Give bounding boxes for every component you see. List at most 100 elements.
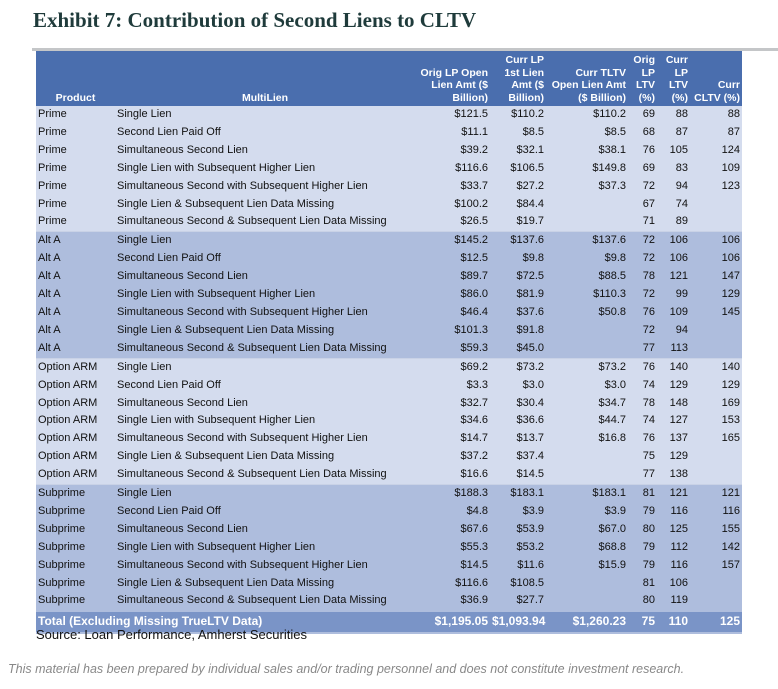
cell-curr-lp-1st-lien-amt: $137.6 [490,231,546,251]
cell-orig-lp-open-lien-amt: $89.7 [415,268,490,287]
cell-product: Alt A [36,250,115,269]
cell-product: Alt A [36,231,115,251]
cell-curr-cltv: 123 [690,177,742,196]
cell-curr-lp-ltv: 137 [657,430,690,449]
cell-curr-lp-ltv: 112 [657,538,690,557]
cltv-table: Product MultiLien Orig LP Open Lien Amt … [36,51,742,635]
cell-product: Option ARM [36,376,115,395]
header-curr-lp-1st-lien-amt: Curr LP 1st Lien Amt ($ Billion) [490,51,546,106]
cell-curr-lp-1st-lien-amt: $53.2 [490,538,546,557]
cell-multilien: Second Lien Paid Off [115,502,415,521]
cell-curr-lp-1st-lien-amt: $37.4 [490,448,546,467]
cell-multilien: Single Lien [115,484,415,503]
table-row: Option ARM Single Lien & Subsequent Lien … [36,448,742,467]
cell-orig-lp-open-lien-amt: $145.2 [415,231,490,251]
cell-curr-lp-ltv: 88 [657,106,690,124]
cell-orig-lp-ltv: 80 [628,520,657,539]
cell-multilien: Simultaneous Second Lien [115,394,415,413]
cell-curr-lp-1st-lien-amt: $8.5 [490,123,546,142]
cell-curr-cltv [690,574,742,593]
cell-curr-tltv-open-lien-amt: $8.5 [546,123,628,142]
cell-orig-lp-ltv: 72 [628,231,657,251]
cell-product: Prime [36,141,115,160]
header-product: Product [36,51,115,106]
cell-curr-lp-ltv: 89 [657,213,690,232]
cell-orig-lp-ltv: 72 [628,321,657,340]
cell-orig-lp-ltv: 77 [628,339,657,359]
cell-multilien: Single Lien with Subsequent Higher Lien [115,412,415,431]
cell-curr-lp-ltv: 106 [657,231,690,251]
cell-multilien: Simultaneous Second Lien [115,268,415,287]
cell-curr-lp-1st-lien-amt: $81.9 [490,286,546,304]
cell-multilien: Simultaneous Second Lien [115,520,415,539]
cell-curr-lp-1st-lien-amt: $183.1 [490,484,546,503]
cell-curr-cltv: 87 [690,123,742,142]
cell-curr-tltv-open-lien-amt: $137.6 [546,231,628,251]
cell-orig-lp-ltv: 68 [628,123,657,142]
cell-curr-cltv [690,195,742,214]
cell-product: Prime [36,213,115,232]
table-row: Prime Simultaneous Second & Subsequent Li… [36,213,742,232]
cell-curr-cltv: 147 [690,268,742,287]
cell-product: Prime [36,123,115,142]
cell-multilien: Single Lien with Subsequent Higher Lien [115,538,415,557]
cell-curr-lp-ltv: 140 [657,357,690,377]
header-curr-lp-ltv: Curr LP LTV (%) [657,51,690,106]
cell-curr-lp-1st-lien-amt: $91.8 [490,321,546,340]
cell-curr-tltv-open-lien-amt: $3.9 [546,502,628,521]
cell-curr-lp-ltv: 138 [657,466,690,485]
cell-orig-lp-open-lien-amt: $116.6 [415,159,490,178]
cell-curr-lp-1st-lien-amt: $53.9 [490,520,546,539]
cell-curr-cltv: 169 [690,394,742,413]
cell-product: Prime [36,106,115,124]
cell-curr-lp-1st-lien-amt: $84.4 [490,195,546,214]
cell-curr-tltv-open-lien-amt: $9.8 [546,250,628,269]
cell-orig-lp-open-lien-amt: $121.5 [415,106,490,124]
cell-curr-lp-ltv: 83 [657,159,690,178]
cell-curr-lp-1st-lien-amt: $30.4 [490,394,546,413]
cell-product: Prime [36,159,115,178]
table-row: Prime Single Lien with Subsequent Higher … [36,159,742,178]
cell-curr-cltv: 116 [690,502,742,521]
cell-curr-lp-1st-lien-amt: $32.1 [490,141,546,160]
cell-curr-lp-ltv: 113 [657,339,690,359]
cell-curr-tltv-open-lien-amt [546,592,628,612]
cell-product: Prime [36,195,115,214]
cell-orig-lp-open-lien-amt: $100.2 [415,195,490,214]
cell-orig-lp-open-lien-amt: $14.5 [415,556,490,575]
cell-curr-lp-1st-lien-amt: $73.2 [490,357,546,377]
table-row: Alt A Simultaneous Second & Subsequent Li… [36,339,742,359]
cell-orig-lp-open-lien-amt: $55.3 [415,538,490,557]
cell-orig-lp-ltv: 74 [628,412,657,431]
cell-orig-lp-ltv: 79 [628,502,657,521]
total-cell: $1,093.94 [490,610,546,635]
cell-curr-lp-1st-lien-amt: $108.5 [490,574,546,593]
cell-curr-lp-1st-lien-amt: $37.6 [490,303,546,322]
cell-curr-tltv-open-lien-amt: $3.0 [546,376,628,395]
table-row: Option ARM Single Lien with Subsequent Hi… [36,412,742,431]
cell-curr-tltv-open-lien-amt: $50.8 [546,303,628,322]
table-row: Alt A Simultaneous Second with Subsequent… [36,303,742,322]
cell-product: Alt A [36,321,115,340]
cell-multilien: Simultaneous Second & Subsequent Lien Da… [115,466,415,485]
cell-product: Subprime [36,484,115,503]
exhibit-title: Exhibit 7: Contribution of Second Liens … [33,8,477,32]
cell-orig-lp-open-lien-amt: $26.5 [415,213,490,232]
cell-product: Alt A [36,303,115,322]
cell-curr-tltv-open-lien-amt [546,195,628,214]
cell-curr-cltv: 165 [690,430,742,449]
cell-curr-lp-1st-lien-amt: $14.5 [490,466,546,485]
header-row: Product MultiLien Orig LP Open Lien Amt … [36,51,742,106]
cell-product: Subprime [36,520,115,539]
cell-curr-tltv-open-lien-amt [546,321,628,340]
table-row: Prime Second Lien Paid Off $11.1 $8.5 $8.5 68… [36,123,742,142]
cell-curr-lp-ltv: 74 [657,195,690,214]
cell-multilien: Simultaneous Second & Subsequent Lien Da… [115,339,415,359]
cell-curr-lp-ltv: 129 [657,448,690,467]
cell-multilien: Single Lien & Subsequent Lien Data Missi… [115,195,415,214]
cell-curr-lp-1st-lien-amt: $11.6 [490,556,546,575]
cell-multilien: Simultaneous Second with Subsequent High… [115,430,415,449]
cell-orig-lp-open-lien-amt: $188.3 [415,484,490,503]
cell-curr-tltv-open-lien-amt [546,213,628,232]
table-row: Alt A Second Lien Paid Off $12.5 $9.8 $9.8 72… [36,250,742,269]
